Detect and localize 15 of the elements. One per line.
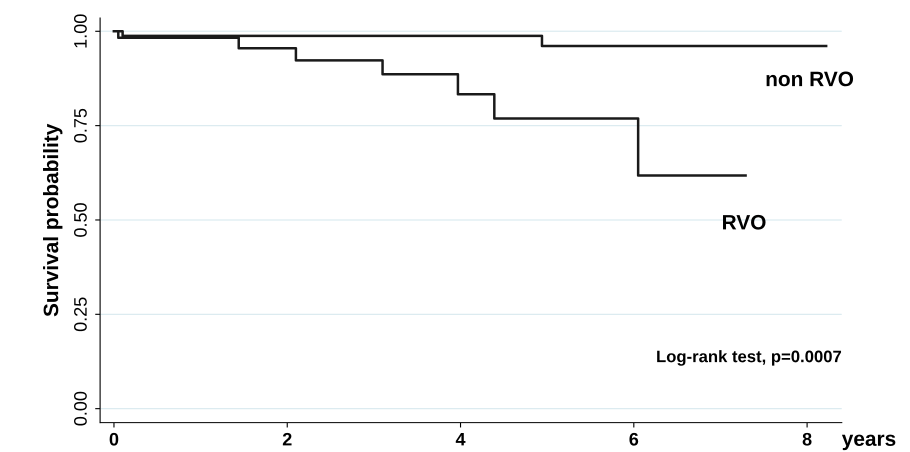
- y-tick-label: 0.00: [74, 392, 87, 426]
- x-tick-label: 8: [802, 432, 812, 446]
- series-label: RVO: [723, 214, 766, 230]
- annotation: Log-rank test, p=0.0007: [657, 350, 842, 366]
- y-axis-title: Survival probability: [43, 124, 62, 316]
- x-tick-label: 4: [456, 433, 466, 446]
- x-axis-title: years: [842, 434, 896, 450]
- x-tick-label: 2: [282, 432, 292, 446]
- x-tick-label: 0: [110, 432, 118, 446]
- y-tick-label: 0.75: [74, 108, 87, 142]
- series-label: non RVO: [766, 72, 854, 86]
- y-tick-label: 0.25: [74, 298, 87, 332]
- y-tick-label: 1.00: [74, 14, 87, 48]
- y-tick-label: 0.50: [74, 203, 87, 237]
- x-tick-label: 6: [629, 432, 638, 446]
